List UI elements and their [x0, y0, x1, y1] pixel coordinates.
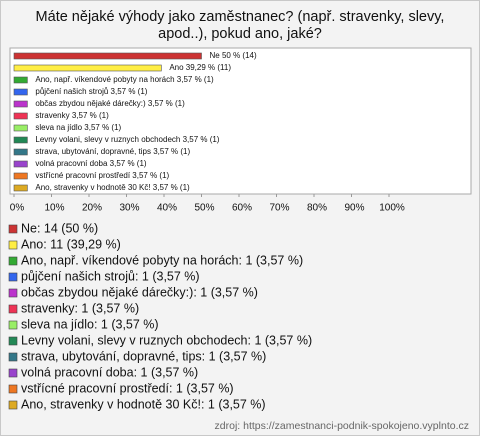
legend-swatch	[8, 352, 18, 362]
legend-label: Ano, stravenky v hodnotě 30 Kč!: 1 (3,57…	[21, 397, 266, 411]
legend-swatch	[8, 336, 18, 346]
x-tick-label: 40%	[157, 203, 177, 214]
bar-label: stravenky 3,57 % (1)	[35, 111, 109, 120]
legend-swatch	[8, 240, 18, 250]
legend-label: Levny volani, slevy v ruznych obchodech:…	[21, 333, 312, 347]
chart-title: Máte nějaké výhody jako zaměstnanec? (na…	[35, 9, 445, 42]
bar-label: Levny volani, slevy v ruznych obchodech …	[35, 135, 219, 144]
x-tick-label: 20%	[82, 203, 102, 214]
plot-area	[9, 47, 472, 195]
x-tick-label: 50%	[194, 203, 214, 214]
bar	[13, 136, 28, 144]
legend-swatch	[8, 288, 18, 298]
bar	[13, 184, 28, 192]
bar-label: strava, ubytování, dopravné, tips 3,57 %…	[35, 147, 190, 156]
legend-swatch	[8, 368, 18, 378]
x-tick-label: 100%	[379, 203, 405, 214]
source: zdroj: https://zamestnanci-podnik-spokoj…	[215, 420, 469, 432]
legend-label: stravenky: 1 (3,57 %)	[21, 301, 139, 315]
x-tick-label: 80%	[307, 203, 327, 214]
x-tick-label: 60%	[232, 203, 252, 214]
legend-swatch	[8, 384, 18, 394]
bar	[13, 160, 28, 168]
legend-swatch	[8, 304, 18, 314]
legend-label: vstřícné pracovní prostředí: 1 (3,57 %)	[21, 381, 234, 395]
legend-label: Ano, např. víkendové pobyty na horách: 1…	[21, 253, 303, 267]
x-tick-label: 70%	[269, 203, 289, 214]
bar	[13, 76, 28, 84]
x-tick-label: 30%	[119, 203, 139, 214]
legend-label: sleva na jídlo: 1 (3,57 %)	[21, 317, 159, 331]
bar	[13, 52, 202, 60]
bar	[13, 88, 28, 96]
bar	[13, 64, 162, 72]
legend-swatch	[8, 224, 18, 234]
x-tick-label: 0%	[10, 203, 25, 214]
bar	[13, 148, 28, 156]
bar-label: Ano 39,29 % (11)	[169, 63, 231, 72]
bar	[13, 172, 28, 180]
legend-swatch	[8, 400, 18, 410]
bar-label: občas zbydou nějaké dárečky:) 3,57 % (1)	[35, 99, 185, 108]
bar-label: sleva na jídlo 3,57 % (1)	[35, 123, 121, 132]
bar-label: Ne 50 % (14)	[210, 51, 257, 60]
legend-label: půjčení našich strojů: 1 (3,57 %)	[21, 269, 200, 283]
bar-label: Ano, např. víkendové pobyty na horách 3,…	[35, 75, 214, 84]
legend-label: Ne: 14 (50 %)	[21, 221, 98, 235]
bar-label: volná pracovní doba 3,57 % (1)	[35, 159, 147, 168]
legend-swatch	[8, 272, 18, 282]
bar	[13, 100, 28, 108]
legend-label: Ano: 11 (39,29 %)	[21, 237, 121, 251]
legend-swatch	[8, 256, 18, 266]
legend-label: volná pracovní doba: 1 (3,57 %)	[21, 365, 198, 379]
bar	[13, 124, 28, 132]
bar	[13, 112, 28, 120]
legend-label: strava, ubytování, dopravné, tips: 1 (3,…	[21, 349, 266, 363]
bar-label: Ano, stravenky v hodnotě 30 Kč! 3,57 % (…	[35, 183, 190, 192]
x-tick-label: 10%	[44, 203, 64, 214]
legend-label: občas zbydou nějaké dárečky:): 1 (3,57 %…	[21, 285, 258, 299]
bar-label: půjčení našich strojů 3,57 % (1)	[35, 87, 147, 96]
bar-label: vstřícné pracovní prostředí 3,57 % (1)	[35, 171, 169, 180]
x-tick-label: 90%	[344, 203, 364, 214]
legend-swatch	[8, 320, 18, 330]
